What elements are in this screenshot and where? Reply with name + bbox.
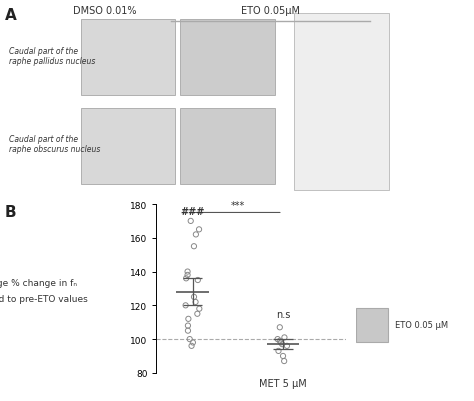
Text: ETO 0.05 μM: ETO 0.05 μM bbox=[395, 320, 448, 329]
Text: A: A bbox=[5, 8, 17, 23]
Text: MET 5 μM: MET 5 μM bbox=[259, 378, 307, 388]
Point bbox=[278, 341, 286, 348]
Text: compared to pre-ETO values: compared to pre-ETO values bbox=[0, 294, 88, 303]
Point bbox=[279, 353, 287, 359]
Text: B: B bbox=[5, 205, 17, 219]
Point bbox=[195, 227, 203, 233]
FancyBboxPatch shape bbox=[81, 108, 175, 184]
Point bbox=[192, 299, 200, 306]
Point bbox=[274, 336, 282, 342]
Point bbox=[280, 358, 288, 365]
Point bbox=[276, 338, 283, 344]
Point bbox=[276, 324, 283, 331]
Point bbox=[190, 294, 198, 300]
FancyBboxPatch shape bbox=[180, 108, 275, 184]
Text: ###: ### bbox=[180, 207, 205, 216]
Text: Average % change in fₙ: Average % change in fₙ bbox=[0, 278, 77, 287]
FancyBboxPatch shape bbox=[180, 20, 275, 96]
Text: Caudal part of the
raphe obscurus nucleus: Caudal part of the raphe obscurus nucleu… bbox=[9, 135, 101, 154]
Point bbox=[182, 275, 190, 282]
Point bbox=[184, 322, 191, 329]
Text: Caudal part of the
raphe pallidus nucleus: Caudal part of the raphe pallidus nucleu… bbox=[9, 47, 96, 66]
Text: ETO 0.05μM: ETO 0.05μM bbox=[241, 6, 300, 16]
Point bbox=[192, 232, 200, 238]
Text: ***: *** bbox=[230, 200, 245, 211]
Point bbox=[182, 302, 190, 309]
Point bbox=[275, 348, 283, 354]
Point bbox=[184, 316, 192, 322]
Point bbox=[283, 343, 291, 349]
Text: n.s: n.s bbox=[276, 309, 290, 319]
Point bbox=[187, 218, 194, 225]
Point bbox=[184, 272, 191, 278]
Point bbox=[194, 277, 201, 284]
Point bbox=[184, 269, 191, 275]
Text: DMSO 0.01%: DMSO 0.01% bbox=[73, 6, 136, 16]
Point bbox=[189, 339, 197, 346]
Point bbox=[193, 311, 201, 317]
FancyBboxPatch shape bbox=[81, 20, 175, 96]
FancyBboxPatch shape bbox=[294, 14, 389, 190]
Point bbox=[190, 243, 198, 250]
Point bbox=[188, 343, 195, 349]
FancyBboxPatch shape bbox=[356, 308, 388, 342]
Point bbox=[196, 306, 203, 312]
Point bbox=[186, 336, 193, 342]
Point bbox=[184, 328, 192, 334]
Point bbox=[281, 334, 288, 341]
Point bbox=[277, 339, 285, 346]
